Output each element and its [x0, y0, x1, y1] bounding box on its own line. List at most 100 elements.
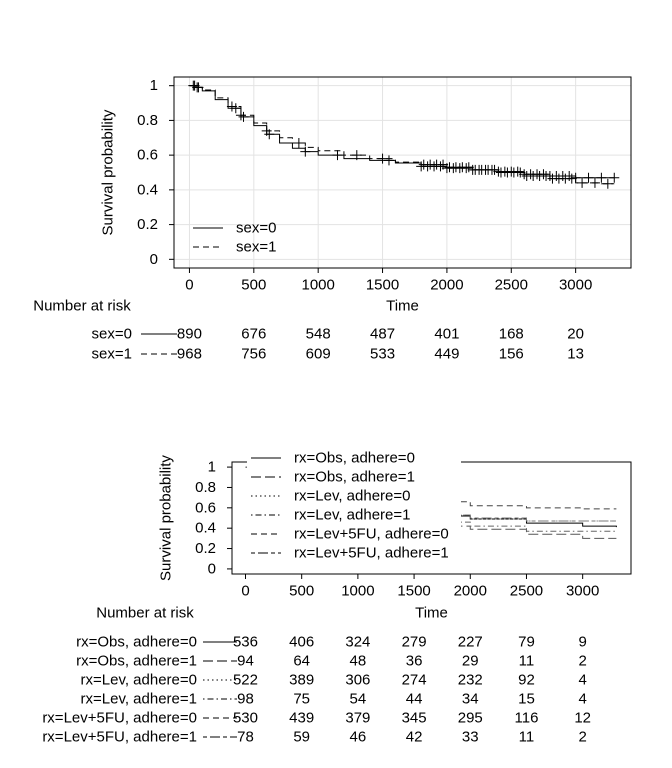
risk-count: 156: [499, 346, 524, 363]
risk-count: 676: [241, 326, 266, 343]
risk-count: 168: [499, 326, 524, 343]
censor-mark: [541, 170, 552, 181]
risk-count: 4: [578, 691, 586, 708]
y-tick-label: 0: [150, 251, 158, 268]
risk-count: 295: [458, 710, 483, 727]
risk-row-label: rx=Lev, adhere=0: [81, 672, 197, 689]
y-tick-label: 0.2: [137, 216, 158, 233]
risk-count: 98: [237, 691, 254, 708]
legend-label-2: rx=Obs, adhere=1: [294, 469, 415, 486]
risk-count: 2: [578, 653, 586, 670]
risk-count: 9: [578, 634, 586, 651]
survival-curve-2: [189, 85, 615, 185]
censor-mark: [602, 178, 613, 189]
risk-count: 522: [233, 672, 258, 689]
y-tick-label: 0.6: [137, 147, 158, 164]
legend: sex=0 sex=1: [193, 220, 276, 256]
censor-mark: [566, 173, 577, 184]
risk-count: 389: [289, 672, 314, 689]
chart-panel-2: 0 500 1000 1500 2000 2500 3000 0 0.2 0.4 0.6 0.8 1 Ti…: [158, 447, 632, 622]
censor-mark: [235, 110, 246, 121]
x-tick-label: 1000: [341, 583, 374, 600]
risk-count: 227: [458, 634, 483, 651]
x-tick-label: 3000: [566, 583, 599, 600]
risk-count: 48: [350, 653, 367, 670]
risk-count: 13: [567, 346, 584, 363]
x-tick-label: 2000: [430, 277, 463, 294]
y-tick-label: 0.2: [195, 540, 216, 557]
risk-count: 34: [462, 691, 479, 708]
risk-count: 79: [518, 634, 535, 651]
y-axis-label: Survival probability: [100, 109, 117, 235]
censor-mark: [435, 161, 446, 172]
risk-row-label: rx=Obs, adhere=1: [76, 653, 197, 670]
risk-row-label: rx=Lev+5FU, adhere=1: [42, 729, 197, 746]
risk-table-title: Number at risk: [96, 605, 194, 622]
x-axis-label: Time: [415, 605, 448, 622]
censor-mark: [238, 111, 249, 122]
risk-count: 78: [237, 729, 254, 746]
legend: rx=Obs, adhere=0 rx=Obs, adhere=1 rx=Lev, …: [247, 447, 461, 564]
risk-row-label: rx=Obs, adhere=0: [76, 634, 197, 651]
censor-mark: [230, 103, 241, 114]
risk-count: 46: [350, 729, 367, 746]
legend-label-2: sex=1: [236, 239, 276, 256]
risk-count: 406: [289, 634, 314, 651]
y-tick-label: 0.6: [195, 499, 216, 516]
x-tick-label: 0: [185, 277, 193, 294]
risk-count: 92: [518, 672, 535, 689]
risk-table-title: Number at risk: [33, 298, 131, 315]
x-axis-label: Time: [386, 298, 419, 315]
risk-count: 306: [345, 672, 370, 689]
risk-count: 274: [402, 672, 427, 689]
legend-label-5: rx=Lev+5FU, adhere=0: [294, 526, 449, 543]
x-tick-label: 1500: [366, 277, 399, 294]
risk-count: 439: [289, 710, 314, 727]
risk-count: 890: [177, 326, 202, 343]
risk-row-label: sex=0: [92, 326, 132, 343]
x-tick-label: 2000: [454, 583, 487, 600]
risk-count: 42: [406, 729, 423, 746]
risk-row-label: sex=1: [92, 346, 132, 363]
risk-count: 379: [345, 710, 370, 727]
legend-label-1: sex=0: [236, 220, 276, 237]
censor-mark: [332, 150, 343, 161]
legend-label-6: rx=Lev+5FU, adhere=1: [294, 545, 449, 562]
censor-mark: [489, 164, 500, 175]
risk-count: 324: [345, 634, 370, 651]
x-tick-label: 1500: [397, 583, 430, 600]
risk-count: 279: [402, 634, 427, 651]
y-tick-label: 0.4: [137, 181, 158, 198]
risk-count: 29: [462, 653, 479, 670]
censor-mark: [512, 166, 523, 177]
risk-table-1: Number at risk sex=0 890 676 548 487 401 168 20 s…: [33, 298, 584, 363]
risk-count: 2: [578, 729, 586, 746]
risk-count: 20: [567, 326, 584, 343]
x-tick-label: 0: [241, 583, 249, 600]
risk-count: 15: [518, 691, 535, 708]
risk-count: 44: [406, 691, 423, 708]
y-tick-label: 0.4: [195, 520, 216, 537]
x-tick-label: 500: [241, 277, 266, 294]
censor-mark: [596, 172, 607, 183]
risk-count: 449: [434, 346, 459, 363]
risk-count: 59: [293, 729, 310, 746]
censor-mark: [377, 153, 388, 164]
censor-mark: [383, 155, 394, 166]
legend-background: [247, 447, 461, 564]
plot-frame: [173, 76, 632, 269]
risk-count: 533: [370, 346, 395, 363]
censor-mark: [438, 159, 449, 170]
risk-count: 116: [515, 710, 539, 727]
legend-label-4: rx=Lev, adhere=1: [294, 507, 410, 524]
risk-count: 64: [293, 653, 310, 670]
risk-row-label: rx=Lev+5FU, adhere=0: [42, 710, 197, 727]
y-tick-label: 1: [208, 459, 216, 476]
y-axis-label: Survival probability: [158, 455, 175, 581]
risk-count: 345: [402, 710, 427, 727]
risk-count: 756: [241, 346, 266, 363]
censor-mark: [188, 80, 199, 91]
censor-mark: [577, 177, 588, 188]
censor-mark: [261, 125, 272, 136]
risk-count: 968: [177, 346, 202, 363]
